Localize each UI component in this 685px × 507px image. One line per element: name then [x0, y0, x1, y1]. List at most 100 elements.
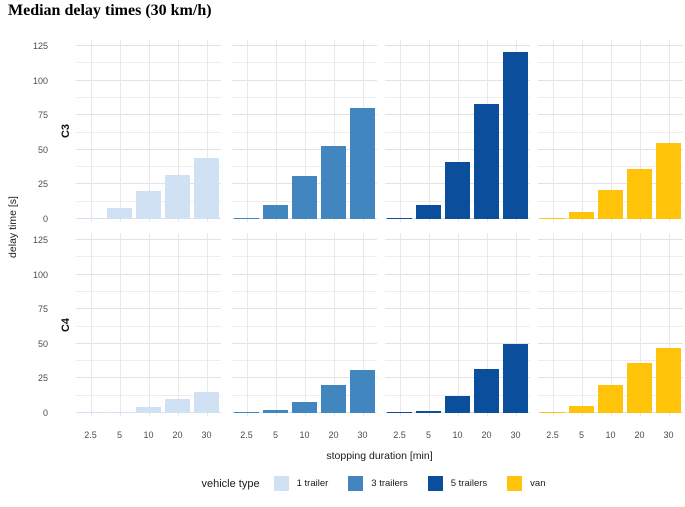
facet-panel: [385, 40, 530, 222]
gridline-v: [610, 40, 612, 222]
gridline-v: [206, 233, 208, 416]
gridline-v: [119, 40, 121, 222]
x-tick-label: 20: [172, 430, 183, 440]
gridline-v: [552, 233, 554, 416]
x-tick-label: 30: [357, 430, 368, 440]
bar-1-trailer-20min: [165, 174, 190, 219]
facet-panel: [538, 233, 683, 416]
bar-5-trailers-5min: [416, 205, 441, 219]
gridline-v: [399, 233, 401, 416]
y-tick-label: 0: [42, 214, 48, 224]
y-tick-label: 0: [42, 408, 48, 418]
bar-3-trailers-30min: [350, 108, 375, 219]
y-tick-label: 125: [32, 235, 48, 245]
bar-1-trailer-20min: [165, 399, 190, 413]
x-tick-label: 30: [510, 430, 521, 440]
legend-label: van: [530, 478, 546, 489]
bar-5-trailers-10min: [445, 396, 470, 413]
gridline-v: [581, 40, 583, 222]
legend-item: 3 trailers: [348, 476, 408, 491]
gridline-v: [90, 40, 92, 222]
bar-1-trailer-2.5min: [78, 217, 103, 219]
bar-van-5min: [569, 406, 594, 413]
bar-3-trailers-2.5min: [234, 217, 259, 219]
legend-label: 1 trailer: [296, 478, 329, 489]
bar-1-trailer-2.5min: [78, 412, 103, 413]
gridline-v: [639, 40, 641, 222]
gridline-v: [333, 40, 335, 222]
x-tick-label: 10: [143, 430, 154, 440]
y-tick-label: 25: [37, 373, 48, 384]
gridline-v: [639, 233, 641, 416]
legend-swatch-van: [507, 476, 523, 491]
bar-3-trailers-5min: [263, 205, 288, 219]
gridline-v: [457, 40, 459, 222]
x-tick-label: 5: [272, 430, 278, 440]
gridline-v: [246, 40, 248, 222]
gridline-v: [275, 233, 277, 416]
gridline-v: [486, 233, 488, 416]
gridline-v: [428, 233, 430, 416]
y-tick-label: 125: [32, 41, 48, 51]
x-tick-label: 10: [299, 430, 310, 440]
y-axis-title: delay time [s]: [7, 196, 19, 258]
bar-5-trailers-20min: [474, 104, 499, 219]
facet-panel: [538, 40, 683, 222]
y-tick-label: 75: [37, 110, 48, 121]
bar-1-trailer-10min: [136, 407, 161, 413]
gridline-v: [206, 40, 208, 222]
legend-item: 1 trailer: [273, 476, 329, 491]
x-tick-label: 2.5: [240, 430, 253, 440]
bar-5-trailers-30min: [503, 343, 528, 413]
facet-panel: [385, 233, 530, 416]
gridline-v: [90, 233, 92, 416]
bar-van-10min: [598, 189, 623, 219]
bar-1-trailer-5min: [107, 411, 132, 413]
bar-van-2.5min: [540, 411, 565, 413]
gridline-v: [362, 233, 364, 416]
x-tick-label: 10: [452, 430, 463, 440]
bar-van-30min: [656, 142, 681, 219]
facet-strip-label: C3: [60, 123, 72, 139]
bar-3-trailers-30min: [350, 370, 375, 413]
y-tick-label: 50: [37, 338, 48, 349]
bar-van-20min: [627, 169, 652, 219]
facet-strip: C4: [56, 233, 76, 416]
facet-strip: C3: [56, 40, 76, 222]
bar-3-trailers-10min: [292, 176, 317, 219]
bar-van-30min: [656, 347, 681, 413]
x-tick-label: 5: [425, 430, 431, 440]
x-tick-label: 30: [201, 430, 212, 440]
legend-item: 5 trailers: [427, 476, 487, 491]
gridline-v: [177, 40, 179, 222]
facet-panel: [76, 40, 221, 222]
gridline-v: [581, 233, 583, 416]
gridline-v: [668, 233, 670, 416]
legend-label: 3 trailers: [371, 478, 408, 489]
legend-swatch-3-trailers: [348, 476, 364, 491]
bar-van-10min: [598, 385, 623, 413]
gridline-v: [148, 40, 150, 222]
gridline-v: [275, 40, 277, 222]
bar-1-trailer-10min: [136, 191, 161, 219]
x-tick-label: 20: [634, 430, 645, 440]
gridline-v: [304, 40, 306, 222]
gridline-v: [246, 233, 248, 416]
gridline-v: [668, 40, 670, 222]
x-tick-label: 2.5: [546, 430, 559, 440]
gridline-v: [428, 40, 430, 222]
bar-1-trailer-30min: [194, 392, 219, 413]
x-axis-title: stopping duration [min]: [326, 450, 433, 462]
x-tick-label: 2.5: [84, 430, 97, 440]
gridline-v: [177, 233, 179, 416]
bar-van-5min: [569, 212, 594, 219]
y-tick-label: 50: [37, 144, 48, 155]
y-tick-label: 75: [37, 304, 48, 315]
bar-5-trailers-2.5min: [387, 217, 412, 219]
chart-title: Median delay times (30 km/h): [8, 2, 212, 19]
gridline-v: [333, 233, 335, 416]
bar-3-trailers-20min: [321, 385, 346, 413]
x-tick-label: 30: [663, 430, 674, 440]
y-tick-label: 100: [32, 75, 48, 86]
